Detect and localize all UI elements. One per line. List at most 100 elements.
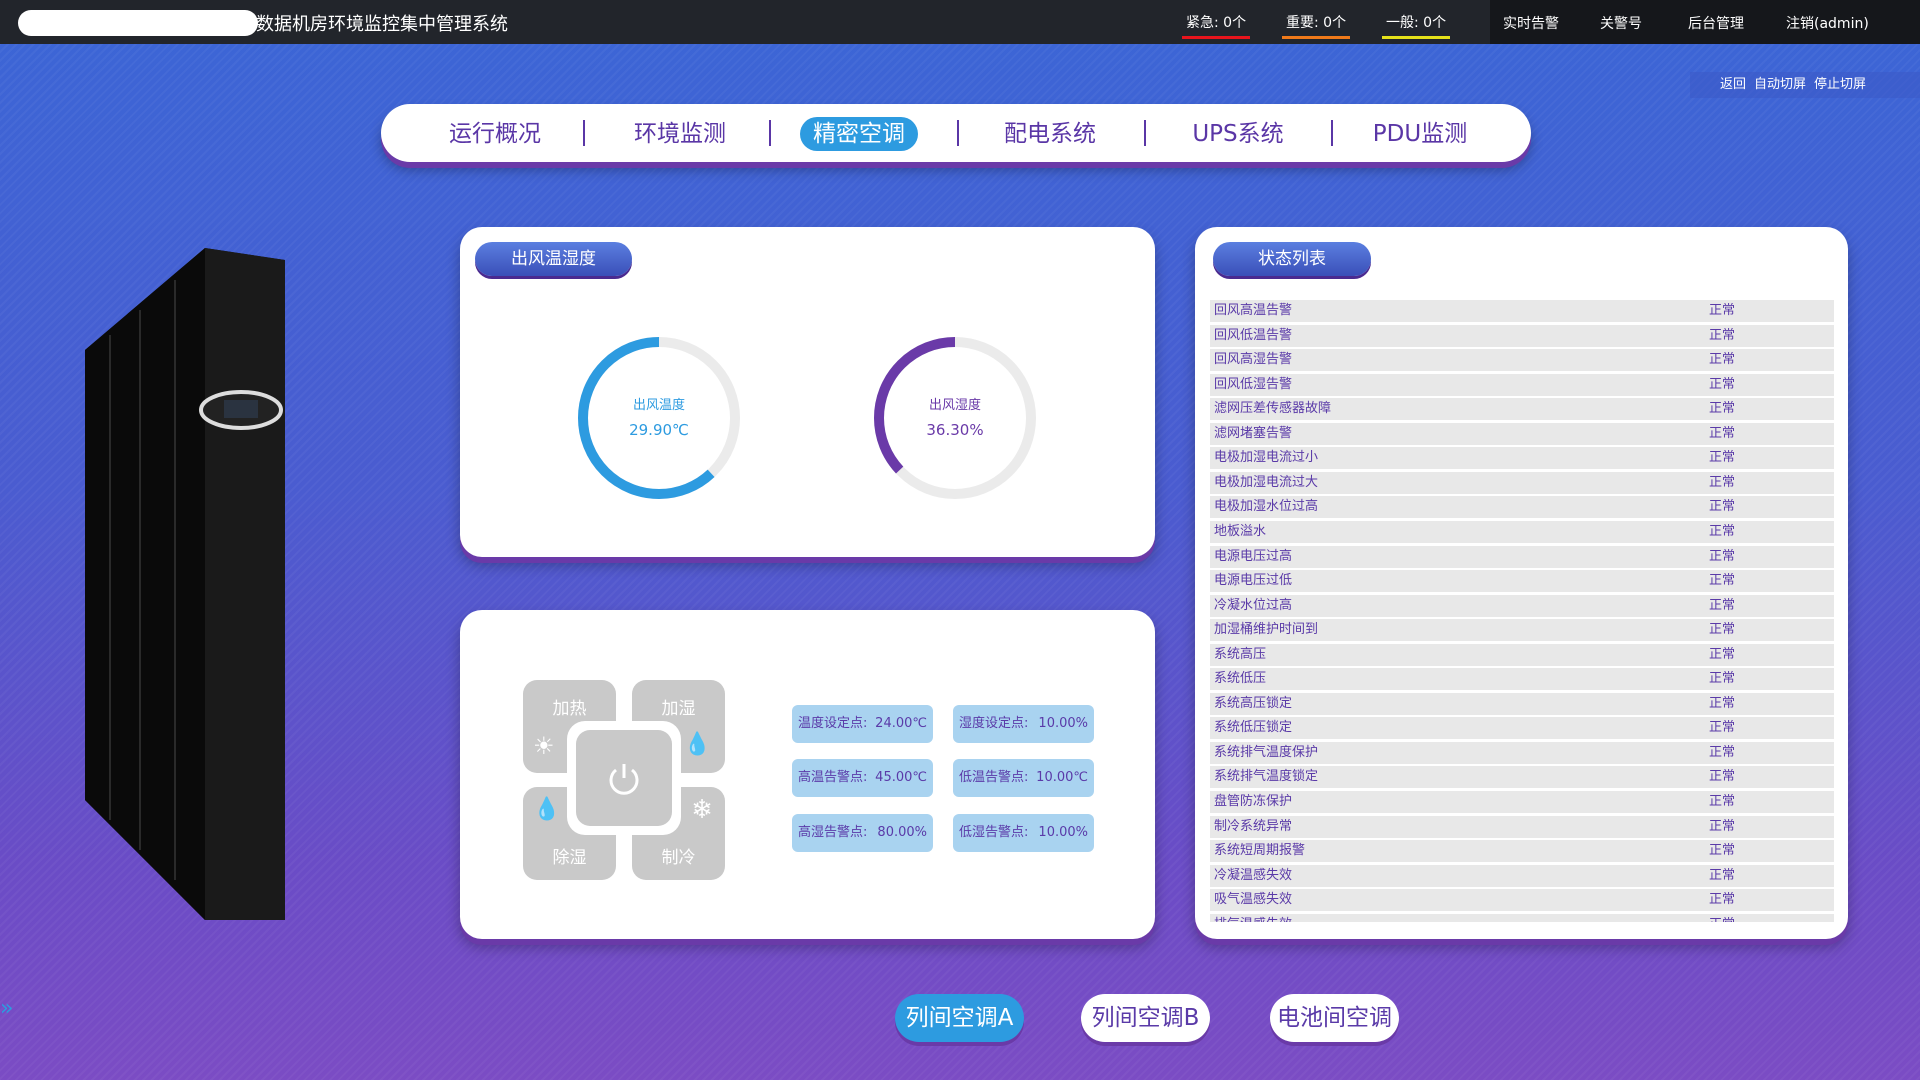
status-name: 排气温感失效: [1214, 914, 1292, 922]
button-label: 制冷: [661, 848, 696, 868]
status-value: 正常: [1709, 744, 1736, 760]
alarm-count[interactable]: 一般: 0个: [1382, 12, 1451, 39]
icon: 💧: [533, 797, 561, 822]
setpoint-value: 10.00%: [1038, 825, 1088, 840]
icon: ☀: [533, 732, 555, 760]
status-name: 电极加湿电流过小: [1214, 450, 1319, 466]
status-name: 系统排气温度锁定: [1214, 769, 1319, 785]
gauge-label: 出风湿度: [928, 398, 981, 413]
status-name: 电极加湿水位过高: [1214, 499, 1319, 515]
status-row: 滤网压差传感器故障 正常: [1210, 398, 1834, 421]
gauge-value: 36.30%: [926, 421, 984, 439]
status-row: 电源电压过高 正常: [1210, 545, 1834, 568]
status-value: 正常: [1709, 597, 1736, 613]
status-row: 地板溢水 正常: [1210, 520, 1834, 543]
status-value: 正常: [1709, 794, 1736, 809]
status-name: 滤网压差传感器故障: [1214, 401, 1332, 417]
status-row: 回风高温告警 正常: [1210, 300, 1834, 322]
status-row: 系统短周期报警 正常: [1210, 840, 1834, 863]
status-row: 冷凝水位过高 正常: [1210, 594, 1834, 617]
nav-separator: [583, 120, 585, 146]
status-row: 电极加湿电流过小 正常: [1210, 447, 1834, 470]
nav-separator: [1144, 120, 1146, 146]
status-name: 冷凝温感失效: [1214, 867, 1293, 883]
status-value: 正常: [1709, 499, 1736, 515]
setpoint: 湿度设定点: 10.00%: [953, 705, 1094, 743]
nav-item[interactable]: PDU监测: [1372, 121, 1468, 147]
status-row: 电极加湿水位过高 正常: [1210, 496, 1834, 519]
status-name: 系统高压锁定: [1214, 695, 1293, 711]
toolbar-button[interactable]: 自动切屏: [1754, 77, 1807, 92]
status-value: 正常: [1709, 843, 1736, 859]
status-value: 正常: [1709, 892, 1736, 908]
status-name: 回风低湿告警: [1214, 376, 1293, 392]
nav-item[interactable]: 配电系统: [1004, 121, 1096, 147]
status-row: 制冷系统异常 正常: [1210, 815, 1834, 838]
status-name: 吸气温感失效: [1214, 892, 1293, 908]
menu-item[interactable]: 关警号: [1600, 16, 1642, 32]
setpoint: 低湿告警点: 10.00%: [953, 814, 1094, 852]
status-value: 正常: [1709, 548, 1736, 564]
status-name: 盘管防冻保护: [1214, 794, 1293, 809]
status-value: 正常: [1709, 914, 1735, 922]
unit-button-active[interactable]: 列间空调A: [895, 994, 1024, 1042]
status-row: 加湿桶维护时间到 正常: [1210, 619, 1834, 642]
status-name: 系统高压: [1214, 646, 1267, 662]
status-value: 正常: [1709, 671, 1736, 687]
menu-item[interactable]: 实时告警: [1503, 16, 1559, 32]
status-name: 回风低温告警: [1214, 327, 1293, 343]
gauge: [874, 337, 1036, 499]
status-row: 系统低压 正常: [1210, 668, 1834, 691]
nav-item[interactable]: 环境监测: [634, 121, 726, 147]
setpoint-label: 低温告警点:: [959, 770, 1029, 785]
setpoint-value: 10.00%: [1038, 716, 1088, 731]
panel-title: 状态列表: [1213, 242, 1371, 276]
status-value: 正常: [1709, 450, 1736, 466]
status-row: 系统排气温度保护 正常: [1210, 741, 1834, 764]
toolbar-button[interactable]: 返回: [1720, 77, 1747, 92]
menu-item[interactable]: 后台管理: [1688, 16, 1744, 32]
setpoint-value: 10.00℃: [1036, 770, 1088, 785]
menu-item[interactable]: 注销(admin): [1786, 16, 1869, 32]
cabinet-image: [85, 248, 285, 920]
nav-item[interactable]: 运行概况: [449, 121, 541, 147]
status-list: 回风高温告警 正常 回风低温告警 正常 回风高湿告警 正常 回风低湿告警 正常 滤网压差传感器故…: [0, 300, 1920, 922]
status-row: 系统高压锁定 正常: [1210, 692, 1834, 715]
status-name: 冷凝水位过高: [1214, 597, 1293, 613]
setpoint-label: 低湿告警点:: [959, 825, 1029, 840]
status-value: 正常: [1709, 401, 1736, 417]
setpoint-label: 湿度设定点:: [959, 716, 1029, 731]
unit-button[interactable]: 电池间空调: [1270, 994, 1399, 1042]
unit-button[interactable]: 列间空调B: [1081, 994, 1210, 1042]
status-value: 正常: [1709, 474, 1736, 490]
setpoint: 温度设定点: 24.00℃: [792, 705, 933, 743]
status-row: 系统排气温度锁定 正常: [1210, 766, 1834, 789]
status-name: 电源电压过低: [1214, 573, 1293, 589]
panel-title: 出风温湿度: [475, 242, 632, 276]
status-value: 正常: [1709, 376, 1736, 392]
status-name: 电极加湿电流过大: [1214, 474, 1319, 490]
toolbar-button[interactable]: 停止切屏: [1814, 77, 1867, 92]
nav-separator: [1331, 120, 1333, 146]
status-row: 系统低压锁定 正常: [1210, 717, 1834, 740]
side-expand[interactable]: »: [0, 996, 14, 1021]
setpoint-label: 温度设定点:: [798, 716, 868, 731]
top-menu-bg: [1490, 0, 1920, 44]
status-name: 系统排气温度保护: [1214, 744, 1319, 760]
status-row: 冷凝温感失效 正常: [1210, 864, 1834, 887]
alarm-count[interactable]: 紧急: 0个: [1182, 12, 1251, 39]
setpoint-value: 24.00℃: [875, 716, 927, 731]
status-value: 正常: [1709, 646, 1736, 662]
alarm-count[interactable]: 重要: 0个: [1282, 12, 1351, 39]
system-title: 数据机房环境监控集中管理系统: [256, 14, 508, 35]
status-name: 系统短周期报警: [1214, 843, 1306, 859]
icon: 💧: [683, 732, 711, 757]
power-button[interactable]: [576, 730, 672, 826]
setpoint-value: 80.00%: [877, 825, 927, 840]
nav-item[interactable]: UPS系统: [1192, 121, 1284, 147]
status-name: 地板溢水: [1214, 523, 1267, 539]
nav-item-active[interactable]: 精密空调: [800, 117, 918, 151]
gauge: [578, 337, 740, 499]
status-value: 正常: [1709, 573, 1736, 589]
status-name: 系统低压: [1214, 671, 1267, 687]
